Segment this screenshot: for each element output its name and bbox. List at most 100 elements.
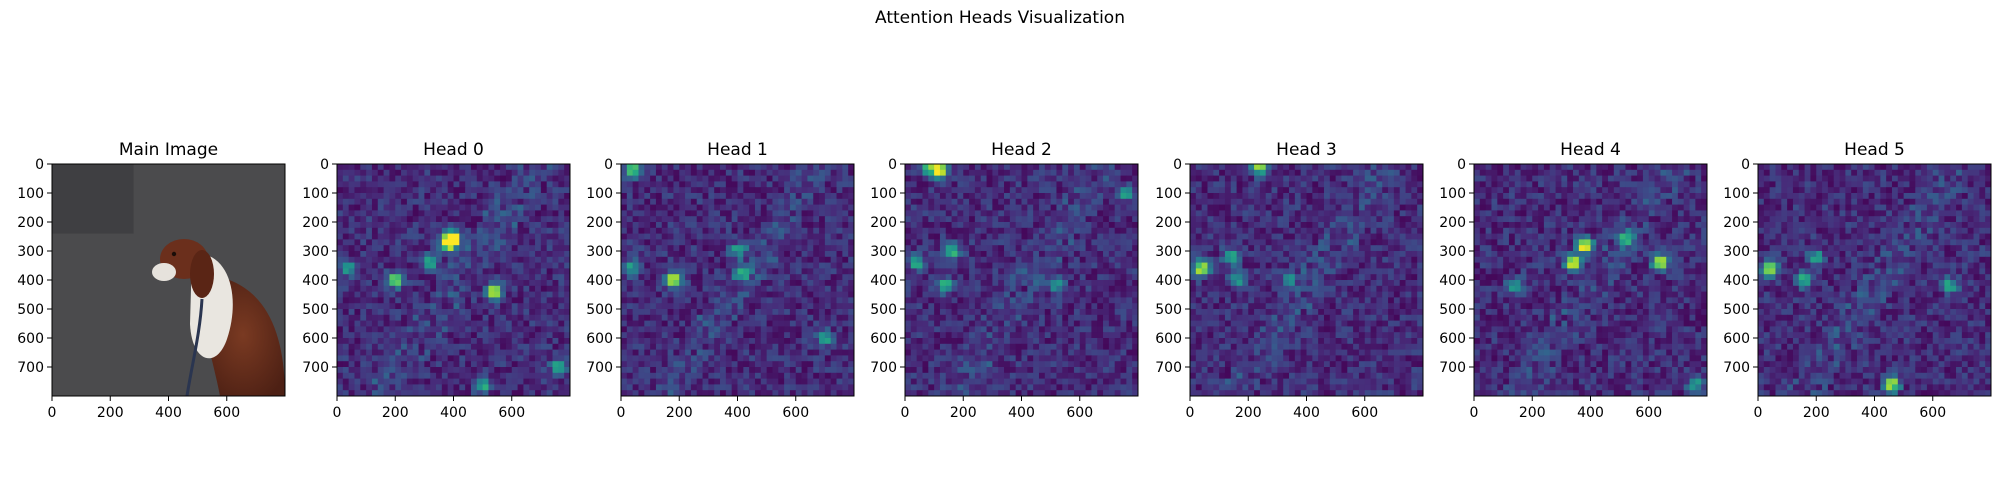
heatmap-cell [1027,309,1034,316]
heatmap-cell [342,338,350,345]
heatmap-cell [661,367,668,374]
heatmap-cell [702,245,709,252]
heatmap-cell [1126,164,1133,171]
heatmap-cell [470,245,478,252]
heatmap-cell [679,227,686,234]
heatmap-cell [1073,227,1081,234]
x-tick-label: 0 [901,405,910,421]
heatmap-cell [1126,268,1133,275]
heatmap-cell [789,343,797,350]
heatmap-cell [621,355,628,362]
heatmap-cell [488,355,495,362]
heatmap-cell [673,372,680,379]
heatmap-cell [795,372,802,379]
heatmap-cell [1062,355,1069,362]
heatmap-cell [494,314,501,321]
heatmap-cell [667,256,674,263]
heatmap-cell [974,175,982,182]
heatmap-cell [447,256,454,263]
heatmap-cell [951,378,958,385]
heatmap-cell [459,285,466,292]
heatmap-cell [842,355,849,362]
heatmap-cell [957,245,964,252]
heatmap-cell [916,227,923,234]
heatmap-cell [830,233,837,240]
heatmap-cell [546,169,553,176]
heatmap-cell [494,338,501,345]
heatmap-cell [644,297,651,304]
heatmap-cell [1108,193,1116,200]
heatmap-cell [436,297,443,304]
heatmap-cell [737,332,744,339]
heatmap-cell [957,164,964,171]
heatmap-cell [1120,222,1127,229]
heatmap-cell [945,303,952,310]
heatmap-cell [1091,262,1098,269]
heatmap-cell [795,378,802,385]
heatmap-cell [540,361,548,368]
heatmap-cell [842,285,849,292]
x-tick-label: 0 [48,405,57,421]
heatmap-cell [354,355,361,362]
heatmap-cell [1114,314,1121,321]
heatmap-cell [957,320,964,327]
heatmap-cell [655,355,663,362]
heatmap-cell [905,233,912,240]
heatmap-cell [1207,164,1214,171]
heatmap-cell [505,198,513,205]
heatmap-cell [342,204,350,211]
heatmap-cell [418,274,425,281]
heatmap-cell [720,175,727,182]
heatmap-cell [679,309,686,316]
heatmap-cell [447,285,454,292]
heatmap-cell [1038,326,1046,333]
heatmap-cell [406,251,414,258]
heatmap-cell [441,233,449,240]
heatmap-cell [998,338,1005,345]
heatmap-cell [1097,320,1104,327]
heatmap-cell [934,332,941,339]
heatmap-cell [1213,164,1220,171]
heatmap-cell [737,314,744,321]
heatmap-cell [725,222,733,229]
heatmap-cell [830,297,837,304]
heatmap-cell [377,239,384,246]
heatmap-cell [430,268,437,275]
heatmap-cell [1050,216,1057,223]
heatmap-cell [389,378,396,385]
heatmap-cell [638,175,645,182]
heatmap-cell [383,378,390,385]
heatmap-cell [366,326,373,333]
heatmap-cell [1073,175,1081,182]
heatmap-cell [535,181,542,188]
heatmap-cell [679,204,686,211]
heatmap-cell [1044,198,1052,205]
heatmap-cell [1114,343,1121,350]
heatmap-cell [836,297,843,304]
heatmap-cell [1033,164,1040,171]
heatmap-cell [348,210,355,217]
heatmap-cell [766,314,773,321]
heatmap-cell [714,274,721,281]
heatmap-cell [354,309,361,316]
heatmap-cell [1062,390,1069,397]
heatmap-cell [383,268,390,275]
heatmap-cell [494,227,501,234]
heatmap-cell [453,378,460,385]
heatmap-cell [1033,378,1040,385]
heatmap-cell [1097,164,1104,171]
heatmap-cell [505,175,513,182]
heatmap-cell [517,268,524,275]
heatmap-cell [638,222,645,229]
heatmap-cell [749,361,756,368]
heatmap-cell [546,285,553,292]
heatmap-cell [939,343,947,350]
heatmap-cell [377,164,384,171]
heatmap-cell [447,210,454,217]
heatmap-cell [1248,164,1255,171]
heatmap-cell [760,274,768,281]
heatmap-cell [969,274,976,281]
heatmap-cell [928,268,935,275]
heatmap-cell [679,187,686,194]
heatmap-cell [564,378,571,385]
